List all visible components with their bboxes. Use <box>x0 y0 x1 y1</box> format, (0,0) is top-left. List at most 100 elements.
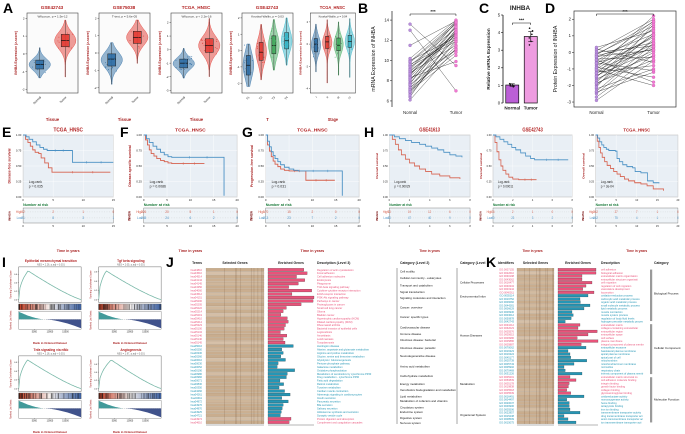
tumor-dot <box>651 63 656 68</box>
jitter-dot <box>245 68 247 70</box>
paired-svg: 6 8 10 12 14 mRNA Expression of INHBA *** Norma… <box>371 9 463 115</box>
jitter-dot <box>275 41 277 43</box>
term-id: GO:0070469 <box>499 368 514 372</box>
risk-x-tick: 20 <box>235 224 239 228</box>
jitter-dot <box>179 66 180 68</box>
rank-positive-area <box>18 311 45 320</box>
term-id: GO:0016324 <box>499 352 514 356</box>
enrich-bar <box>557 355 571 359</box>
plot-title: TCGA_HNSC <box>623 127 650 132</box>
jitter-dot <box>140 43 142 45</box>
jitter-dot <box>216 39 218 41</box>
jitter-dot <box>110 59 111 60</box>
term-id: GO:0003012 <box>499 313 514 317</box>
x-tick-label: T1 <box>245 95 251 101</box>
jitter-dot <box>205 47 207 49</box>
category-level1-label: Metabolism <box>460 382 475 386</box>
heatmap-cell <box>516 313 555 317</box>
heatmap-cell <box>205 330 265 334</box>
normal-dot <box>594 85 599 89</box>
term-id: hsa05200 <box>191 299 203 303</box>
y-tick-label: 6 <box>387 98 390 103</box>
jitter-dot <box>337 31 339 33</box>
risk-x-tick: 0 <box>265 224 267 228</box>
pair-line <box>409 20 457 46</box>
category-level2-label: Amino acid metabolism <box>400 365 430 369</box>
go-enrichment-table: Identifiers Selected Genes Enriched Genes D… <box>492 258 684 432</box>
y-tick-label: 1.00 <box>258 133 264 137</box>
jitter-dot <box>335 43 337 45</box>
significance-stars: *** <box>430 9 436 14</box>
jitter-dot <box>346 46 348 48</box>
risk-x-tick: 4 <box>532 224 534 228</box>
risk-x-tick: 10 <box>189 224 193 228</box>
paired-svg: -3 -2 -1 0 1 2 Protein Expression of INHBA *** N… <box>553 9 677 115</box>
x-tick-label: Normal <box>176 95 186 105</box>
pair-line <box>409 24 457 66</box>
term-id: hsa00350 <box>191 386 203 390</box>
enrich-bar <box>557 394 585 398</box>
pair-line <box>409 30 457 91</box>
jitter-dot <box>325 39 326 40</box>
stat-test-label: Kruskal-Wallis, p = 0.03 <box>251 15 284 19</box>
enrich-bar <box>557 385 569 389</box>
y-tick-label: -4 <box>306 86 309 90</box>
enrich-bar <box>557 388 567 392</box>
category-level2-label: Carbohydrate metabolism <box>400 374 434 378</box>
term-description: PI3K-Akt signaling pathway <box>317 296 349 300</box>
jitter-dot <box>114 57 115 59</box>
term-id: hsa05100 <box>191 327 203 331</box>
term-id: GO:0031226 <box>499 372 514 376</box>
enrich-bar <box>557 381 570 385</box>
jitter-dot <box>285 36 287 38</box>
panel-label-a: A <box>3 0 14 16</box>
heatmap-cell <box>205 361 265 365</box>
group-label-tumor: Tumor <box>647 110 660 115</box>
term-id: GO:0016323 <box>499 349 514 353</box>
heatmap-cell <box>516 300 555 304</box>
jitter-dot <box>314 48 316 50</box>
term-id: hsa05140 <box>191 337 203 341</box>
y-tick-label: 0.25 <box>487 179 492 183</box>
x-tick-label: Tumor <box>203 95 212 104</box>
jitter-dot <box>32 66 34 68</box>
risk-x-tick: 15 <box>334 224 338 228</box>
heatmap-cell <box>516 349 555 353</box>
risk-count: 75 <box>615 216 618 220</box>
jitter-dot <box>273 48 275 50</box>
jitter-dot <box>72 33 74 35</box>
es-curve <box>98 270 162 300</box>
enrich-svg: Terms Selected Genes Enriched Genes Descrip… <box>191 261 486 426</box>
jitter-dot <box>282 40 284 42</box>
jitter-dot <box>142 35 144 37</box>
significance-stars: *** <box>519 18 525 23</box>
term-id: hsa04911 <box>191 396 203 400</box>
risk-x-tick: 5 <box>288 224 290 228</box>
jitter-dot <box>274 45 276 47</box>
logrank-label: Log-rank <box>601 180 613 184</box>
data-dot <box>528 37 531 39</box>
term-description: extracellular exosome <box>601 346 627 350</box>
jitter-dot <box>325 47 327 49</box>
y-tick-label: 0.50 <box>589 164 594 168</box>
jitter-dot <box>200 38 202 40</box>
x-axis-label: Stage <box>328 117 339 122</box>
normal-dot <box>408 76 412 80</box>
jitter-dot <box>205 41 207 43</box>
x-tick-label: 20 <box>235 198 239 202</box>
y-tick-label: 0.4 <box>94 281 98 283</box>
y-tick-label: 0.25 <box>258 180 264 184</box>
x-tick-label: Normal <box>32 95 42 105</box>
category-level2-label: Endocrine system <box>400 410 424 414</box>
jitter-dot <box>185 59 187 61</box>
term-id: hsa00830 <box>191 382 203 386</box>
x-axis-label: Time in years <box>523 249 543 253</box>
jitter-dot <box>351 48 353 50</box>
category-level2-label: Infectious disease: parasitic <box>400 346 436 350</box>
jitter-dot <box>249 74 251 76</box>
y-tick-label: -2 <box>94 86 97 90</box>
pair-line <box>409 21 457 62</box>
x-tick-label: 4 <box>429 198 431 202</box>
data-dot <box>528 27 531 30</box>
